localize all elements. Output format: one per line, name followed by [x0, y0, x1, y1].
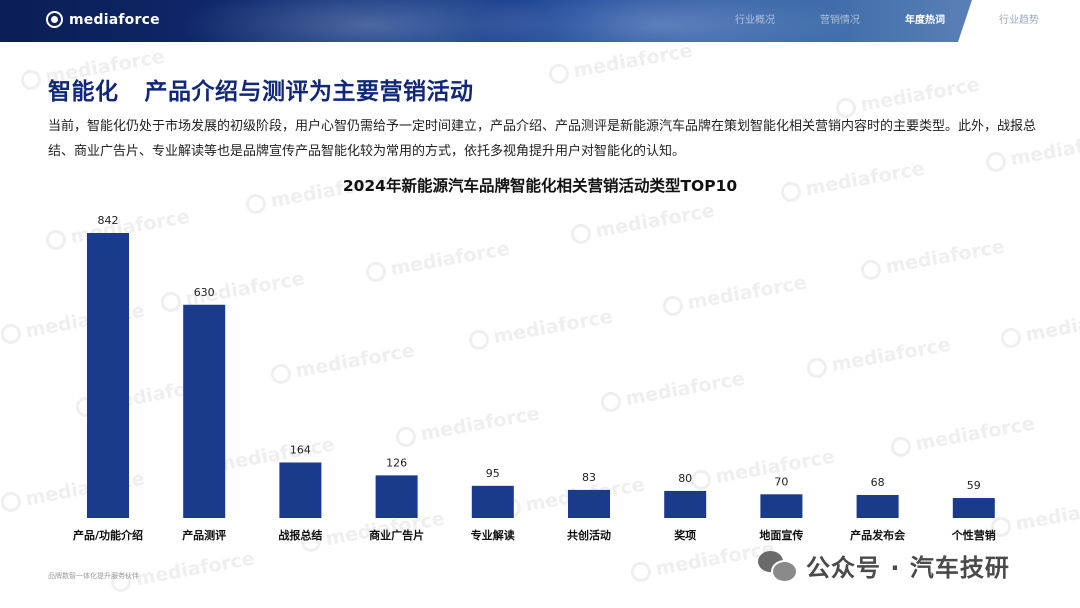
- bar: [952, 498, 995, 518]
- brand-logo[interactable]: mediaforce: [46, 11, 160, 28]
- bar-value-label: 83: [582, 471, 596, 484]
- category-label: 产品测评: [182, 528, 226, 542]
- brand-logo-text: mediaforce: [69, 11, 160, 28]
- bar-value-label: 630: [194, 286, 215, 299]
- watermark: mediaforce: [547, 40, 694, 87]
- bar-value-label: 126: [386, 456, 407, 469]
- tab-industry-overview[interactable]: 行业概况: [735, 15, 775, 26]
- category-label: 产品发布会: [850, 528, 906, 542]
- mediaforce-logo-icon: [46, 11, 63, 28]
- header-light-streak: [180, 0, 560, 42]
- wechat-icon: [758, 549, 798, 583]
- page-title-headline: 产品介绍与测评为主要营销活动: [144, 79, 474, 105]
- footer-note: 品牌数智一体化提升服务伙伴: [48, 572, 139, 580]
- chart-title: 2024年新能源汽车品牌智能化相关营销活动类型TOP10: [342, 177, 738, 195]
- bar: [568, 489, 610, 518]
- bar-value-label: 80: [678, 472, 692, 485]
- category-label: 共创活动: [567, 528, 611, 542]
- tab-annual-hot-words[interactable]: 年度热词: [905, 15, 945, 26]
- bar-chart: 842 产品/功能介绍 630 产品测评 164 战报总结 126 商业广告片 95 专业解读 83…: [73, 214, 996, 542]
- category-label: 地面宣传: [759, 528, 803, 542]
- category-label: 产品/功能介绍: [73, 528, 143, 542]
- watermark-logo-icon: [547, 62, 571, 86]
- bar: [87, 233, 129, 518]
- bar-value-label: 70: [774, 475, 788, 488]
- intro-paragraph: 当前，智能化仍处于市场发展的初级阶段，用户心智仍需给予一定时间建立，产品介绍、产…: [48, 119, 1037, 159]
- bar-value-label: 95: [486, 467, 500, 480]
- tab-industry-trends[interactable]: 行业趋势: [958, 0, 1080, 42]
- bar: [760, 494, 803, 518]
- bar-value-label: 842: [98, 214, 119, 227]
- category-label: 专业解读: [471, 528, 515, 542]
- watermark-logo-icon: [19, 68, 43, 92]
- bar: [375, 475, 418, 518]
- wechat-account-tag: 公众号 · 汽车技研: [758, 548, 1010, 583]
- header-band: mediaforce 行业概况 营销情况 年度热词 行业趋势: [0, 0, 1080, 42]
- bar-value-label: 68: [871, 476, 885, 489]
- category-label: 商业广告片: [369, 528, 424, 542]
- bar: [183, 304, 226, 518]
- section-nav: 行业概况 营销情况 年度热词 行业趋势: [700, 0, 1080, 42]
- bar-value-label: 59: [967, 479, 981, 492]
- page-title: 智能化 产品介绍与测评为主要营销活动: [48, 72, 474, 106]
- category-label: 奖项: [674, 528, 696, 542]
- bar: [664, 490, 707, 518]
- bar: [471, 485, 514, 518]
- category-label: 个性营销: [951, 528, 996, 542]
- tab-marketing-status[interactable]: 营销情况: [820, 15, 860, 26]
- header-light-streak: [470, 0, 850, 42]
- bar: [279, 462, 322, 518]
- wechat-account-name: 公众号 · 汽车技研: [806, 554, 1010, 582]
- category-label: 战报总结: [278, 528, 322, 542]
- watermark-logo-icon: [629, 560, 653, 584]
- bar: [856, 494, 899, 518]
- bar-value-label: 164: [290, 443, 311, 456]
- page-title-keyword: 智能化: [48, 79, 119, 105]
